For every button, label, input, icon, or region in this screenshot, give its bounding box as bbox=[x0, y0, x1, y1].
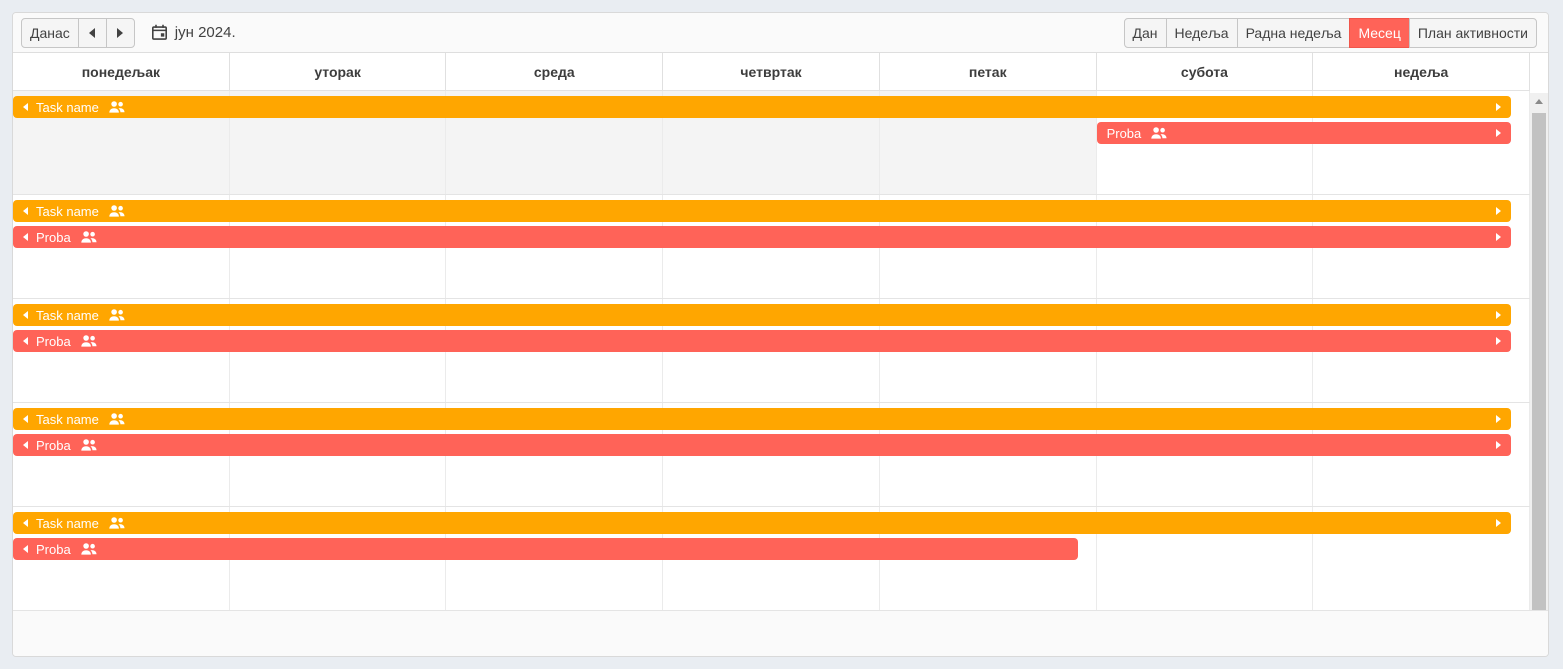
prev-button[interactable] bbox=[77, 17, 107, 48]
event-title: Task name bbox=[36, 99, 99, 115]
continues-right-icon bbox=[1496, 441, 1501, 449]
event-title: Proba bbox=[36, 437, 71, 453]
next-button[interactable] bbox=[105, 17, 135, 48]
attendees-icon bbox=[1151, 127, 1168, 139]
month-view: понедељак уторак среда четвртак петак субота н… bbox=[13, 53, 1548, 651]
attendees-icon bbox=[109, 205, 126, 217]
view-button-1[interactable]: Недеља bbox=[1165, 17, 1238, 48]
caret-right-icon bbox=[117, 27, 124, 38]
continues-right-icon bbox=[1496, 103, 1501, 111]
continues-left-icon bbox=[23, 519, 28, 527]
attendees-icon bbox=[81, 543, 98, 555]
attendees-icon bbox=[109, 101, 126, 113]
view-button-0[interactable]: Дан bbox=[1123, 17, 1167, 48]
current-date-label: јун 2024. bbox=[174, 24, 236, 41]
continues-left-icon bbox=[23, 441, 28, 449]
attendees-icon bbox=[109, 413, 126, 425]
caret-left-icon bbox=[89, 27, 96, 38]
day-header-row: понедељак уторак среда четвртак петак субота н… bbox=[13, 53, 1531, 91]
continues-right-icon bbox=[1496, 233, 1501, 241]
event-title: Task name bbox=[36, 411, 99, 427]
event-bar[interactable]: Proba bbox=[1096, 122, 1511, 144]
today-button[interactable]: Данас bbox=[21, 17, 79, 48]
continues-left-icon bbox=[23, 103, 28, 111]
event-bar[interactable]: Task name bbox=[13, 304, 1511, 326]
attendees-icon bbox=[81, 335, 98, 347]
calendar-icon bbox=[151, 24, 168, 41]
events-layer: Task name Proba Task name Proba Task name Pro… bbox=[13, 91, 1530, 611]
scheduler-widget: Данас јун 2024. Дан Недеља Радна недеља Мес… bbox=[12, 12, 1549, 657]
continues-left-icon bbox=[23, 337, 28, 345]
event-title: Proba bbox=[1106, 125, 1142, 141]
current-date-picker[interactable]: јун 2024. bbox=[151, 24, 236, 41]
event-title: Task name bbox=[36, 203, 99, 219]
continues-right-icon bbox=[1496, 311, 1501, 319]
continues-right-icon bbox=[1495, 129, 1501, 137]
continues-right-icon bbox=[1496, 415, 1501, 423]
event-bar[interactable]: Task name bbox=[13, 96, 1511, 118]
vertical-scrollbar[interactable] bbox=[1530, 93, 1548, 651]
scheduler-toolbar: Данас јун 2024. Дан Недеља Радна недеља Мес… bbox=[13, 13, 1548, 53]
event-bar[interactable]: Proba bbox=[13, 226, 1511, 248]
continues-left-icon bbox=[23, 415, 28, 423]
view-button-3[interactable]: Месец bbox=[1349, 17, 1410, 48]
event-bar[interactable]: Proba bbox=[13, 538, 1078, 560]
continues-left-icon bbox=[23, 311, 28, 319]
event-title: Task name bbox=[36, 515, 99, 531]
scroll-up-icon bbox=[1535, 98, 1543, 104]
day-header: понедељак bbox=[13, 53, 230, 90]
continues-right-icon bbox=[1496, 337, 1501, 345]
day-header: четвртак bbox=[663, 53, 880, 90]
event-title: Proba bbox=[36, 229, 71, 245]
scrollbar-thumb[interactable] bbox=[1532, 113, 1546, 627]
event-bar[interactable]: Proba bbox=[13, 330, 1511, 352]
event-bar[interactable]: Task name bbox=[13, 408, 1511, 430]
day-header: субота bbox=[1097, 53, 1314, 90]
event-title: Proba bbox=[36, 541, 71, 557]
continues-left-icon bbox=[23, 545, 28, 553]
continues-right-icon bbox=[1496, 207, 1501, 215]
day-header: уторак bbox=[230, 53, 447, 90]
scheduler-footer bbox=[13, 610, 1548, 656]
date-nav-group: Данас bbox=[21, 17, 135, 48]
attendees-icon bbox=[109, 309, 126, 321]
continues-left-icon bbox=[23, 233, 28, 241]
continues-left-icon bbox=[23, 207, 28, 215]
event-bar[interactable]: Proba bbox=[13, 434, 1511, 456]
continues-right-icon bbox=[1496, 519, 1501, 527]
event-bar[interactable]: Task name bbox=[13, 200, 1511, 222]
attendees-icon bbox=[109, 517, 126, 529]
attendees-icon bbox=[81, 439, 98, 451]
event-title: Task name bbox=[36, 307, 99, 323]
view-button-4[interactable]: План активности bbox=[1408, 17, 1537, 48]
attendees-icon bbox=[81, 231, 98, 243]
event-title: Proba bbox=[36, 333, 71, 349]
event-bar[interactable]: Task name bbox=[13, 512, 1511, 534]
day-header: среда bbox=[446, 53, 664, 90]
day-header: недеља bbox=[1313, 53, 1531, 90]
day-header: петак bbox=[880, 53, 1097, 90]
view-button-2[interactable]: Радна недеља bbox=[1236, 17, 1351, 48]
scroll-up-button[interactable] bbox=[1530, 93, 1548, 109]
view-switcher: Дан Недеља Радна недеља Месец План активност… bbox=[1123, 17, 1537, 48]
